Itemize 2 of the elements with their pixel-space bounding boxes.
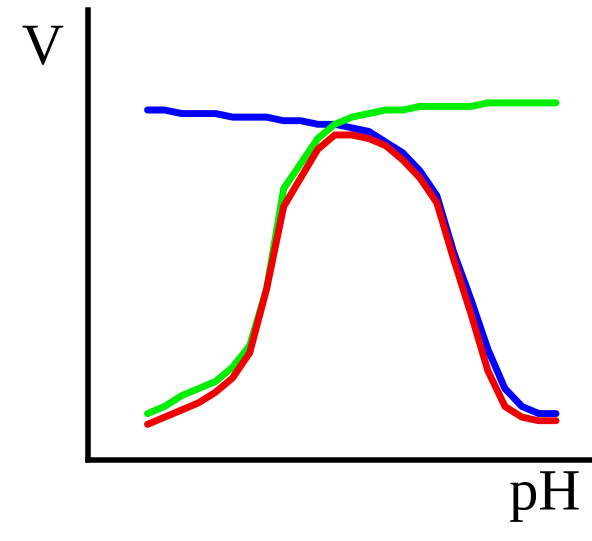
y-axis-title: V (22, 26, 64, 65)
x-axis-title: pH (510, 471, 579, 522)
